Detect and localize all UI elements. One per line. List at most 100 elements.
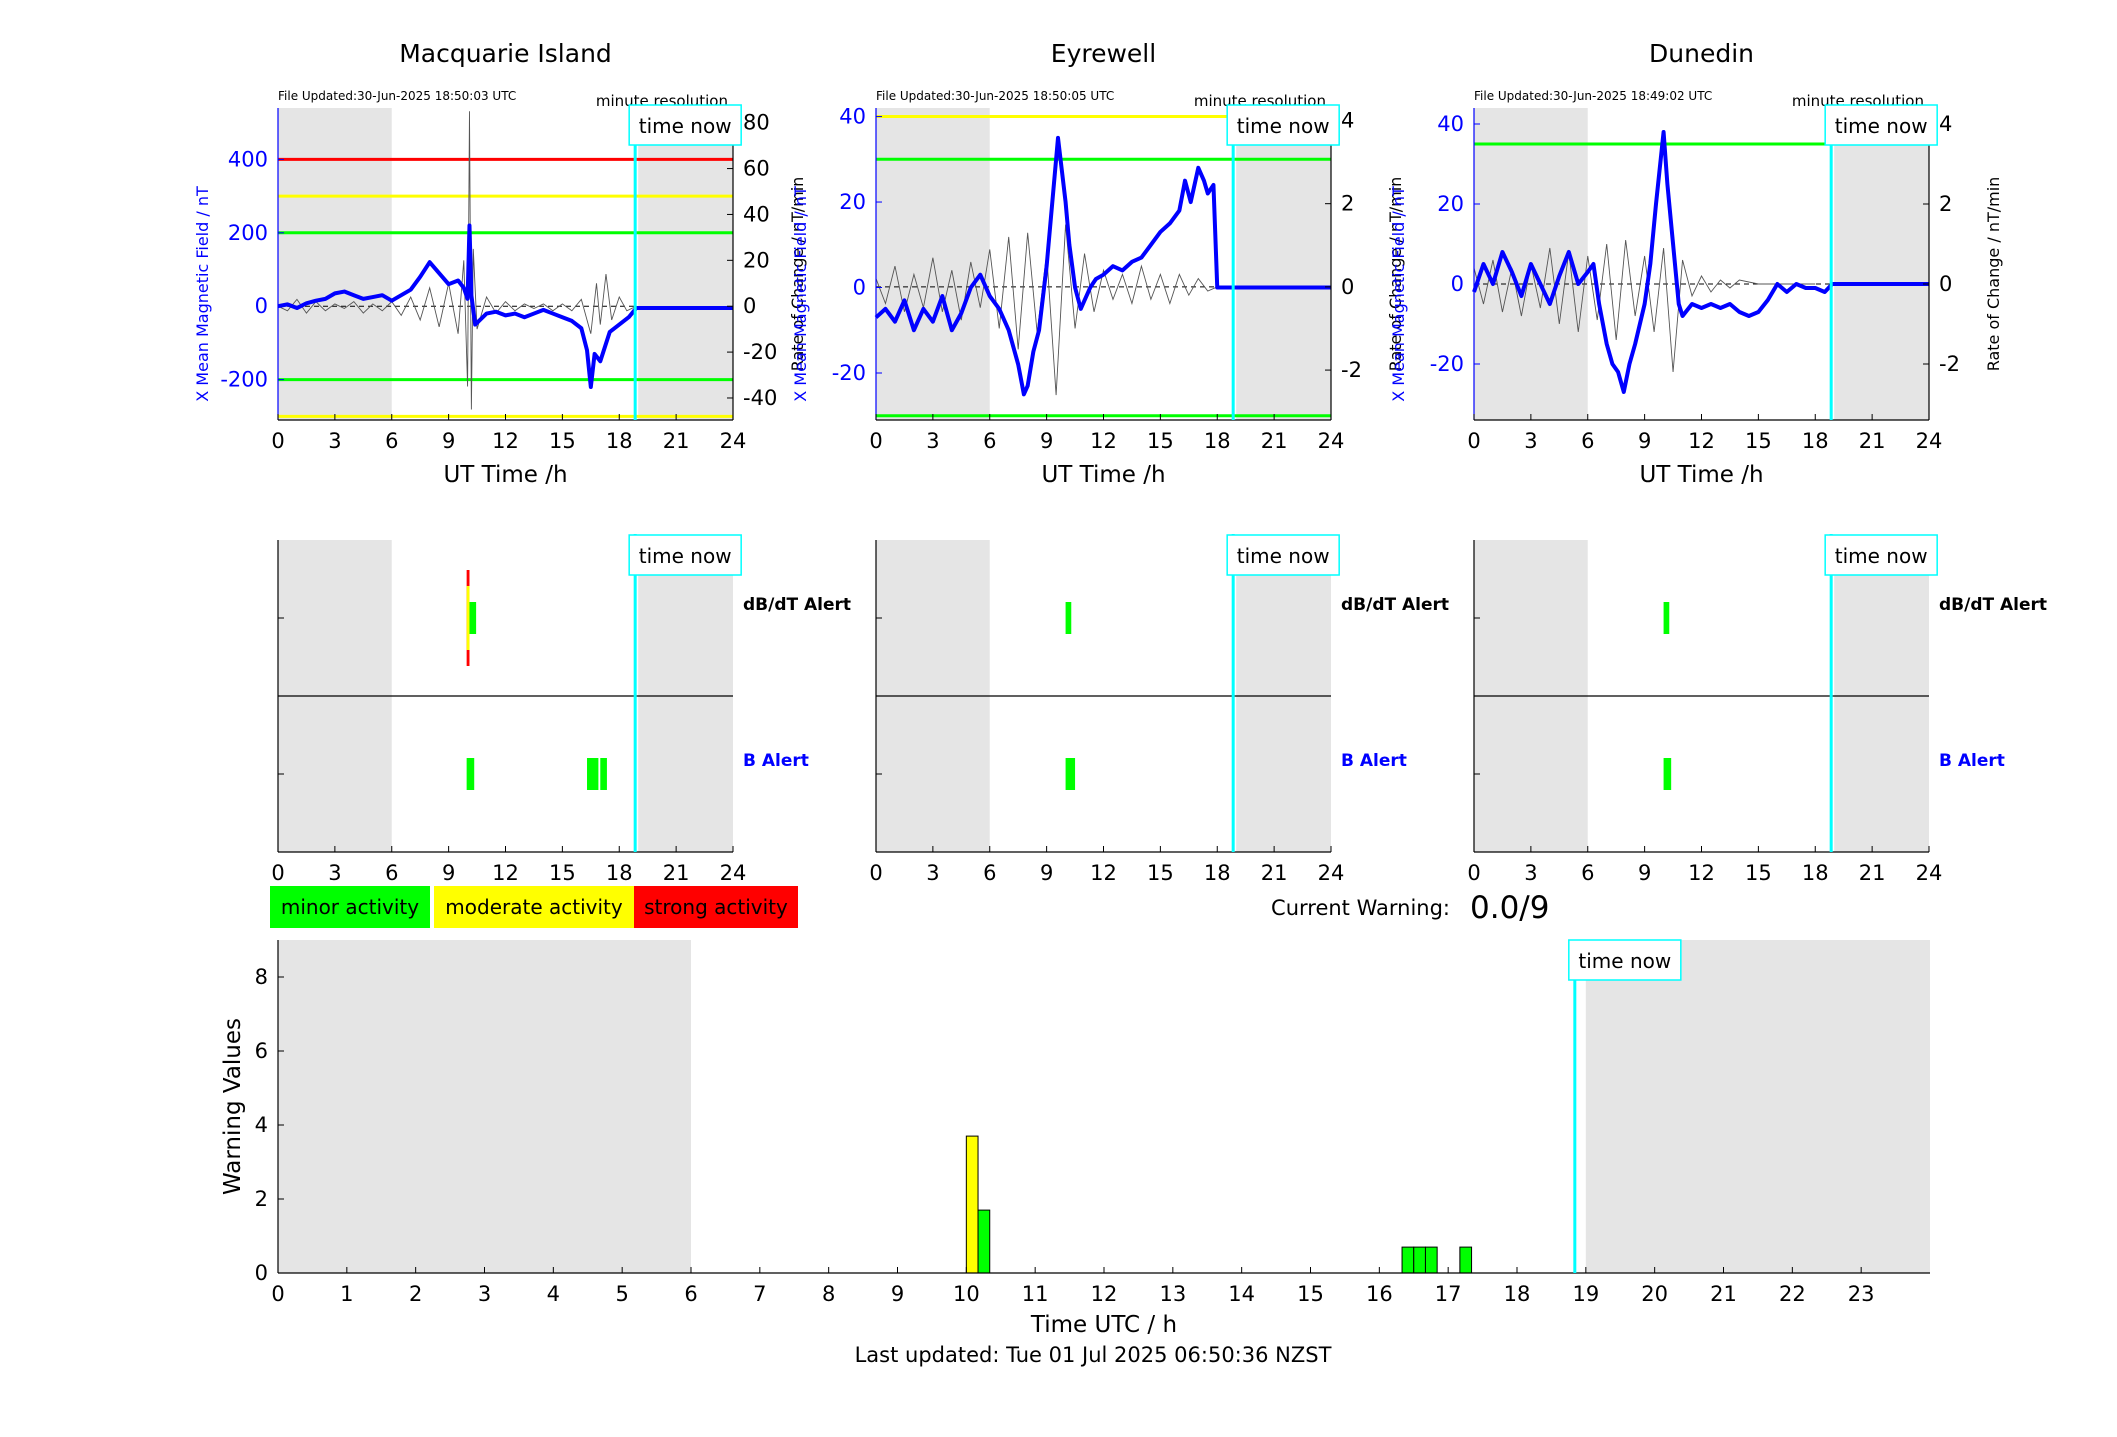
dbdt-alert-marker: [1663, 602, 1670, 634]
time-now-box: [1824, 534, 1938, 576]
x-tick-label: 3: [926, 429, 939, 453]
y-tick-label-left: 0: [255, 294, 268, 318]
time-now-label: time now: [1237, 114, 1330, 138]
x-tick-label: 18: [1802, 429, 1829, 453]
time-now-box: [1226, 104, 1340, 146]
station-title: Dunedin: [1649, 39, 1754, 68]
y-tick-label-right: 2: [1939, 192, 1952, 216]
y-axis-label-left: X Mean Magnetic Field / nT: [1389, 186, 1408, 402]
time-now-box: [1226, 534, 1340, 576]
x-tick-label: 3: [1524, 429, 1537, 453]
x-tick-label: 12: [492, 429, 519, 453]
x-tick-label: 21: [663, 429, 690, 453]
alert-panel: 0 3 6 9 12 15 18 21 24 dB/dT Alert B Alert time now: [1467, 534, 2047, 885]
x-tick-label: 6: [983, 861, 996, 885]
legend-label: strong activity: [644, 895, 788, 919]
current-warning-value: 0.0/9: [1470, 890, 1549, 926]
time-now-box: [628, 534, 742, 576]
x-tick-label: 9: [1040, 429, 1053, 453]
warning-bar: [965, 1135, 979, 1274]
y-tick-label-right: 80: [743, 111, 770, 135]
warning-bar: [1424, 1246, 1438, 1274]
time-now-label: time now: [1835, 114, 1928, 138]
alert-panels: 0 3 6 9 12 15 18 21 24 dB/dT Alert B Alert time now…: [271, 534, 2047, 885]
dbdt-alert-marker: [469, 602, 477, 634]
x-tick-label: 21: [1261, 429, 1288, 453]
y-tick-label-right: 0: [1939, 272, 1952, 296]
x-tick-label: 0: [869, 861, 882, 885]
y-tick-label-right: 0: [743, 294, 756, 318]
x-tick-label: 3: [328, 861, 341, 885]
y-tick-label-left: -20: [832, 361, 866, 385]
magnetometer-panel: 0 3 6 9 12 15 18 21 24-2002040-2024EyrewellFile …: [791, 39, 1405, 488]
x-tick-label: 21: [663, 861, 690, 885]
y-tick-label: 2: [255, 1187, 268, 1211]
activity-legend: minor activity moderate activity strong ac…: [270, 886, 798, 928]
y-tick-label-left: 200: [228, 221, 268, 245]
time-now-box: [1568, 939, 1682, 981]
x-tick-label: 12: [492, 861, 519, 885]
x-tick-label: 18: [1204, 429, 1231, 453]
y-tick-label-right: 0: [1341, 275, 1354, 299]
x-tick-label: 22: [1779, 1282, 1806, 1306]
x-tick-label: 6: [1581, 861, 1594, 885]
x-tick-label: 9: [1040, 861, 1053, 885]
x-tick-label: 17: [1435, 1282, 1462, 1306]
x-axis-label: UT Time /h: [1041, 462, 1165, 488]
x-tick-label: 18: [1504, 1282, 1531, 1306]
magnetometer-panel: 0 3 6 9 12 15 18 21 24-2000200400-40-20020406080…: [193, 39, 807, 488]
magnetic-field-series: [277, 223, 733, 389]
time-now-label: time now: [639, 114, 732, 138]
y-axis-label-right: Rate of Change / nT/min: [1386, 177, 1405, 372]
x-tick-label: 7: [753, 1282, 766, 1306]
dbdt-alert-label: dB/dT Alert: [743, 595, 851, 615]
x-tick-label: 11: [1022, 1282, 1049, 1306]
x-tick-label: 10: [953, 1282, 980, 1306]
x-tick-label: 9: [442, 429, 455, 453]
x-tick-label: 0: [271, 861, 284, 885]
alert-panel: 0 3 6 9 12 15 18 21 24 dB/dT Alert B Alert time now: [271, 534, 851, 885]
x-axis-label: UT Time /h: [443, 462, 567, 488]
x-tick-label: 15: [1297, 1282, 1324, 1306]
station-title: Macquarie Island: [399, 39, 612, 68]
x-tick-label: 12: [1090, 861, 1117, 885]
night-shading: [1236, 108, 1331, 420]
night-shading: [278, 940, 691, 1273]
x-tick-label: 15: [1745, 861, 1772, 885]
y-tick-label-left: 0: [853, 276, 866, 300]
x-tick-label: 6: [1581, 429, 1594, 453]
y-axis-label: Warning Values: [220, 1018, 246, 1195]
time-now-label: time now: [639, 544, 732, 568]
y-tick-label-right: 4: [1341, 108, 1354, 132]
warning-bar: [1413, 1246, 1426, 1274]
legend-label: moderate activity: [445, 895, 623, 919]
rate-of-change-series: [1473, 239, 1816, 373]
legend-label: minor activity: [281, 895, 419, 919]
x-tick-label: 21: [1261, 861, 1288, 885]
x-tick-label: 20: [1641, 1282, 1668, 1306]
x-tick-label: 19: [1572, 1282, 1599, 1306]
y-tick-label-left: 20: [1437, 192, 1464, 216]
x-axis-label: UT Time /h: [1639, 462, 1763, 488]
x-tick-label: 24: [1318, 429, 1345, 453]
x-tick-label: 14: [1228, 1282, 1255, 1306]
x-tick-label: 9: [1638, 429, 1651, 453]
x-tick-label: 9: [891, 1282, 904, 1306]
y-tick-label: 8: [255, 965, 268, 989]
b-alert-label: B Alert: [1939, 751, 2005, 771]
x-tick-label: 18: [1802, 861, 1829, 885]
b-alert-marker: [587, 758, 599, 790]
night-shading: [278, 108, 392, 420]
y-tick-label: 0: [255, 1261, 268, 1285]
y-tick-label-left: -20: [1430, 352, 1464, 376]
x-tick-label: 9: [442, 861, 455, 885]
x-tick-label: 0: [271, 429, 284, 453]
y-tick-label-right: 40: [743, 202, 770, 226]
time-now-label: time now: [1835, 544, 1928, 568]
y-tick-label: 6: [255, 1039, 268, 1063]
x-tick-label: 15: [549, 429, 576, 453]
y-tick-label-left: 40: [1437, 112, 1464, 136]
x-tick-label: 3: [926, 861, 939, 885]
x-tick-label: 0: [1467, 861, 1480, 885]
y-tick-label-left: 40: [839, 105, 866, 129]
